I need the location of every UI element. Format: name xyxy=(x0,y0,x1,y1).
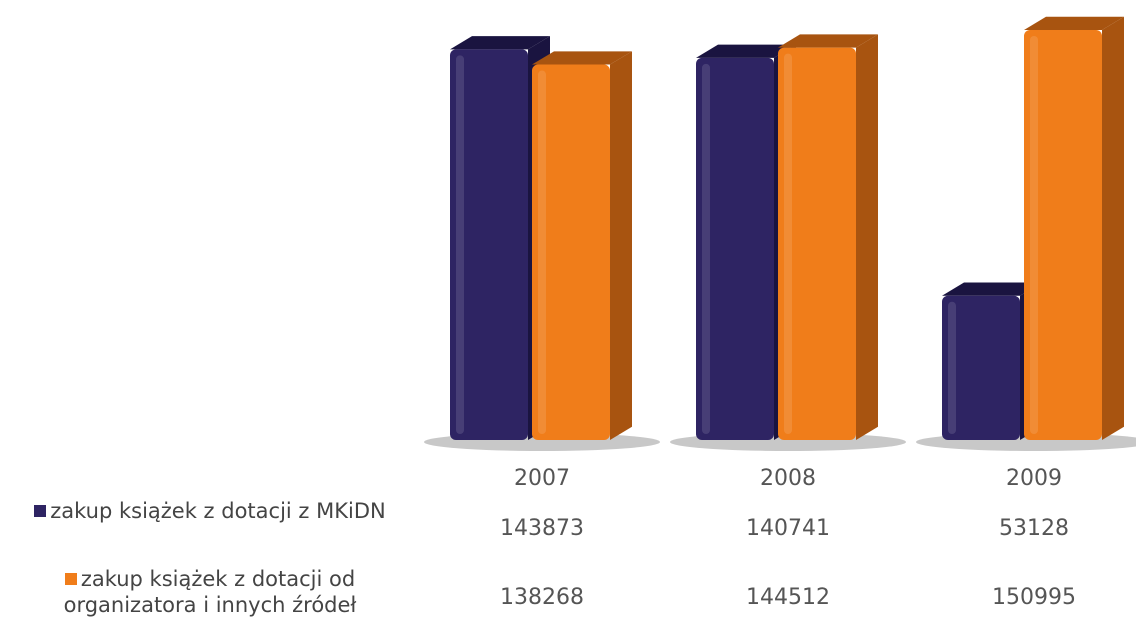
bar-top-2007-s0 xyxy=(450,36,550,50)
bar-top-2007-s1 xyxy=(532,51,632,65)
bar-2007-s0 xyxy=(450,49,528,440)
legend-swatch-mkidn-icon xyxy=(34,505,47,517)
legend-entry-mkidn: zakup książek z dotacji z MKiDN xyxy=(0,498,420,524)
bar-2008-s1 xyxy=(778,47,856,441)
bar-highlight-2009-s1 xyxy=(1030,36,1038,434)
value-label-2008-s0: 140741 xyxy=(746,516,830,541)
bar-highlight-2007-s1 xyxy=(538,70,546,435)
value-label-2007-s0: 143873 xyxy=(500,516,584,541)
value-label-2009-s0: 53128 xyxy=(999,516,1069,541)
category-label-2009: 2009 xyxy=(1006,466,1062,491)
legend-label-organizator: zakup książek z dotacji od organizatora … xyxy=(63,567,357,617)
value-label-2007-s1: 138268 xyxy=(500,585,584,610)
legend-swatch-organizator-icon xyxy=(64,573,77,585)
legend-label-mkidn: zakup książek z dotacji z MKiDN xyxy=(50,499,386,523)
bar-side-2007-s1 xyxy=(610,51,632,440)
bar-top-2008-s0 xyxy=(696,44,796,58)
bar-2009-s1 xyxy=(1024,30,1102,440)
bar-2007-s1 xyxy=(532,64,610,441)
category-label-2007: 2007 xyxy=(514,466,570,491)
bar-top-2009-s1 xyxy=(1024,16,1124,30)
bar-highlight-2009-s0 xyxy=(948,301,956,434)
bar-top-2008-s1 xyxy=(778,34,878,48)
legend-entry-organizator: zakup książek z dotacji od organizatora … xyxy=(0,566,420,618)
value-label-2009-s1: 150995 xyxy=(992,585,1076,610)
category-label-2008: 2008 xyxy=(760,466,816,491)
bar-highlight-2008-s0 xyxy=(702,63,710,435)
value-label-2008-s1: 144512 xyxy=(746,585,830,610)
bar-2009-s0 xyxy=(942,295,1020,440)
bar-highlight-2008-s1 xyxy=(784,53,792,435)
bar-top-2009-s0 xyxy=(942,282,1042,296)
bar-side-2008-s1 xyxy=(856,34,878,440)
bar-side-2009-s1 xyxy=(1102,16,1124,441)
bar-highlight-2007-s0 xyxy=(456,55,464,434)
bar-2008-s0 xyxy=(696,57,774,441)
